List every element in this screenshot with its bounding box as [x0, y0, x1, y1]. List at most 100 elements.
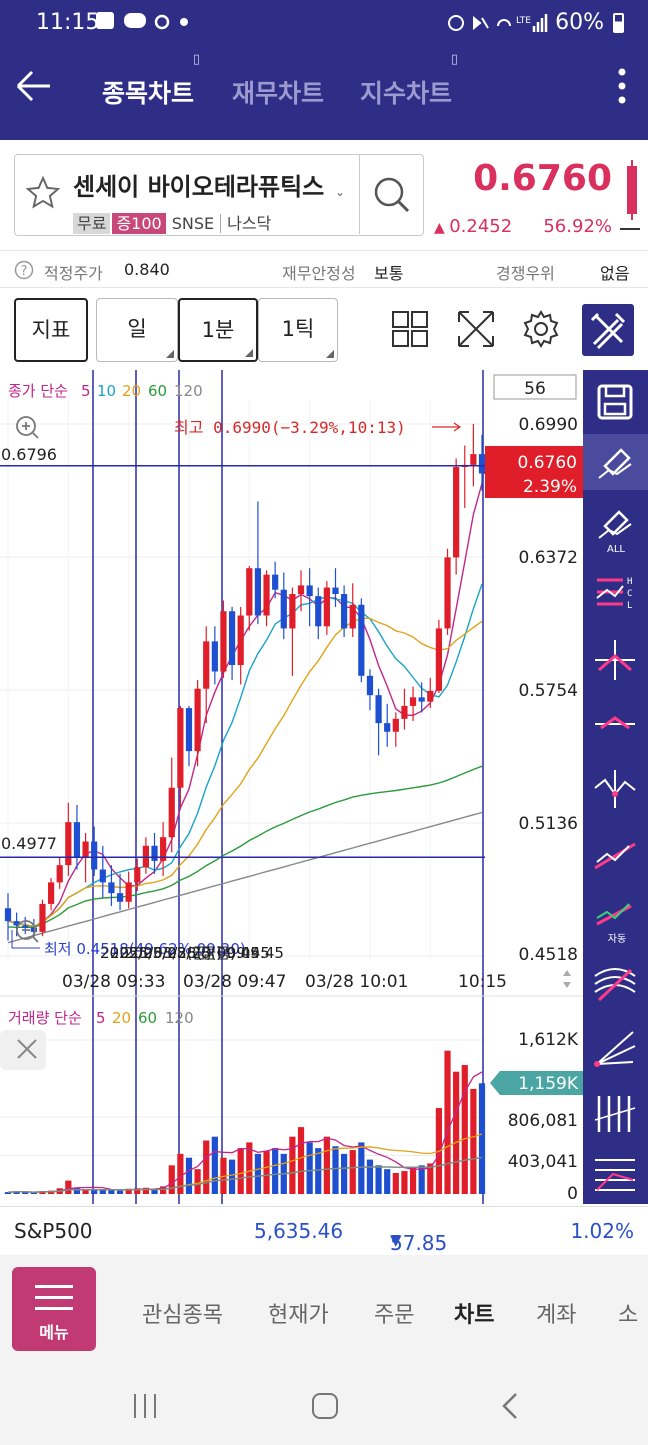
candle-body	[470, 454, 477, 465]
volume-bar	[65, 1180, 72, 1194]
down-triangle-icon: ▼	[390, 1231, 402, 1249]
search-button[interactable]	[359, 155, 423, 234]
stability-label: 재무안정성	[282, 264, 356, 283]
candle-body	[99, 869, 106, 883]
favorite-star-icon[interactable]	[25, 175, 61, 220]
signal-icon	[532, 14, 548, 32]
candle-body	[151, 845, 158, 861]
talk-icon	[124, 13, 146, 28]
tab-stock-chart-label: 종목차트	[102, 79, 195, 108]
home-icon[interactable]	[310, 1391, 340, 1421]
candle-body	[194, 688, 201, 752]
more-menu-button[interactable]	[610, 66, 634, 115]
margin-badge: 증100	[112, 213, 166, 234]
candle-body	[30, 927, 37, 932]
peak-pattern-button[interactable]	[583, 696, 648, 752]
tab-stock-chart[interactable]: 종목차트 ▯	[102, 52, 200, 110]
price-change: ▲ 0.2452	[434, 216, 512, 237]
candle-body	[73, 822, 81, 857]
candle-body	[160, 837, 167, 861]
auto-label: 자동	[608, 933, 626, 945]
more-vert-icon	[618, 68, 626, 104]
dropdown-corner-icon	[326, 350, 334, 358]
cross-pattern-button[interactable]	[583, 632, 648, 688]
volume-bar	[358, 1142, 365, 1194]
index-ticker-row[interactable]: S&P500 5,635.46 ▼ 57.85 1.02%	[0, 1206, 648, 1255]
volume-bar	[160, 1186, 167, 1194]
eraser-all-button[interactable]: ALL	[583, 502, 648, 558]
bottom-nav: 메뉴 관심종목 현재가 주문 차트 계좌 소	[0, 1255, 648, 1363]
candle-body	[22, 925, 29, 928]
grid-layout-icon[interactable]	[389, 308, 431, 350]
indicator-button[interactable]: 지표	[14, 298, 88, 362]
back-nav-icon[interactable]	[496, 1391, 526, 1421]
tab-financial-chart[interactable]: 재무차트	[232, 74, 324, 110]
drawing-tools-button[interactable]	[582, 304, 634, 356]
fullscreen-icon[interactable]	[455, 308, 497, 350]
volume-bar	[453, 1071, 460, 1194]
hcl-lines-button[interactable]: H C L	[583, 566, 648, 622]
volume-bar	[306, 1142, 313, 1194]
high-annotation: 최고 0.6990(−3.29%,10:13)	[174, 418, 406, 437]
hcl-lines-icon: H C L	[596, 577, 632, 611]
volume-bar	[142, 1187, 149, 1194]
candle-body	[254, 568, 262, 616]
price-legend-title: 종가 단순	[8, 382, 68, 400]
price-y-tick: 0.4518	[519, 945, 578, 965]
volume-bar	[82, 1189, 89, 1194]
chart-svg[interactable]: 종가 단순 5 10 20 60 120 56 최고 0.6990(−3.29%…	[0, 370, 583, 1204]
trendline-button[interactable]	[583, 826, 648, 882]
volume-bar	[39, 1191, 46, 1194]
tab-index-chart[interactable]: 지수차트 ▯	[360, 52, 458, 110]
level-value: 0.4977	[1, 834, 57, 853]
nav-watchlist[interactable]: 관심종목	[142, 1303, 223, 1328]
menu-button[interactable]: 메뉴	[12, 1267, 96, 1351]
settings-icon[interactable]	[520, 308, 562, 350]
nav-chart[interactable]: 차트	[454, 1303, 495, 1328]
horizontal-lines-button[interactable]	[583, 1146, 648, 1202]
auto-trendline-button[interactable]: 자동	[583, 890, 648, 946]
chart-area[interactable]: 종가 단순 5 10 20 60 120 56 최고 0.6990(−3.29%…	[0, 370, 583, 1204]
price-legend-p120: 120	[174, 382, 203, 400]
stock-selector[interactable]: 센세이 바이오테라퓨틱스 ⌄ 무료 증100 SNSE 나스닥	[14, 154, 424, 236]
help-icon[interactable]: ?	[14, 260, 34, 284]
nav-order[interactable]: 주문	[374, 1303, 415, 1328]
volume-bar	[263, 1151, 270, 1194]
ma-line-20	[7, 617, 483, 928]
candle-body	[39, 903, 46, 932]
app-bar: 종목차트 ▯ 재무차트 지수차트 ▯	[0, 46, 648, 140]
period-minute-button[interactable]: 1분	[178, 298, 258, 362]
period-tick-button[interactable]: 1틱	[258, 298, 338, 362]
candle-body	[384, 723, 391, 732]
save-button[interactable]	[583, 372, 648, 428]
volume-bar	[289, 1136, 296, 1194]
volume-bar	[211, 1136, 218, 1194]
overlap-date-text-3: 2025/03/28(금) 09:45	[124, 944, 284, 962]
close-volume-icon[interactable]	[0, 1030, 46, 1070]
vertical-lines-button[interactable]	[583, 1086, 648, 1142]
eraser-all-icon: ALL	[598, 510, 632, 555]
zoom-out-icon[interactable]	[16, 920, 39, 943]
svg-text:C: C	[627, 589, 632, 599]
fan-lines-button[interactable]	[583, 956, 648, 1012]
hamburger-icon	[35, 1285, 73, 1318]
nav-current-price[interactable]: 현재가	[268, 1303, 329, 1328]
candle-indicator-icon	[627, 160, 637, 220]
nav-more[interactable]: 소	[618, 1303, 639, 1328]
volume-bar	[375, 1165, 382, 1194]
crosshair-value: 0.6796	[1, 445, 57, 464]
index-value: 5,635.46	[254, 1219, 344, 1243]
fan-ray-button[interactable]	[583, 1022, 648, 1078]
valley-pattern-button[interactable]	[583, 760, 648, 816]
volume-bar	[323, 1136, 330, 1194]
nav-account[interactable]: 계좌	[536, 1303, 577, 1328]
vertical-lines-icon	[594, 1096, 636, 1132]
volume-bar	[478, 1083, 486, 1194]
candle-body	[4, 908, 12, 922]
period-day-button[interactable]: 일	[96, 298, 178, 362]
back-button[interactable]	[14, 66, 54, 116]
eraser-button[interactable]	[583, 434, 648, 490]
index-rate: 1.02%	[570, 1219, 634, 1243]
recent-apps-icon[interactable]	[130, 1391, 160, 1421]
zoom-in-icon[interactable]	[16, 416, 39, 439]
